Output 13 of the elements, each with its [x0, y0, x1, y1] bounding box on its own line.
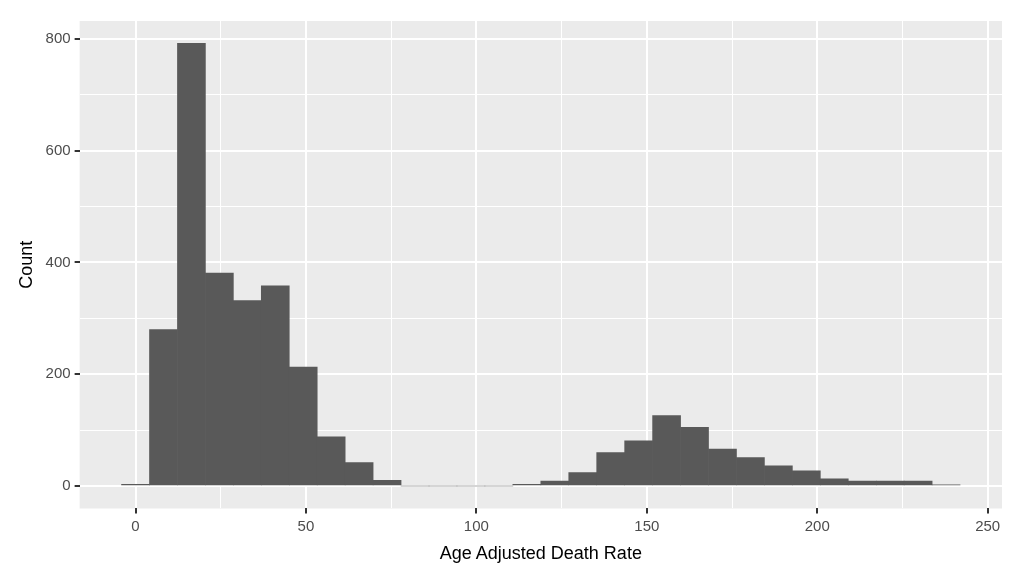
- x-tick-label: 100: [463, 516, 489, 534]
- y-axis-title: Count: [15, 240, 36, 289]
- y-tick-label: 0: [62, 476, 71, 494]
- y-tick-label: 800: [45, 29, 71, 47]
- x-tick-label: 0: [131, 516, 140, 534]
- x-tick-label: 250: [975, 516, 1001, 534]
- x-tick-label: 150: [634, 516, 660, 534]
- y-tick-label: 200: [45, 364, 71, 382]
- x-axis-title: Age Adjusted Death Rate: [439, 543, 642, 564]
- y-tick-label: 400: [45, 252, 71, 270]
- x-tick-label: 50: [297, 516, 315, 534]
- y-tick-label: 600: [45, 140, 71, 158]
- x-tick-label: 200: [804, 516, 830, 534]
